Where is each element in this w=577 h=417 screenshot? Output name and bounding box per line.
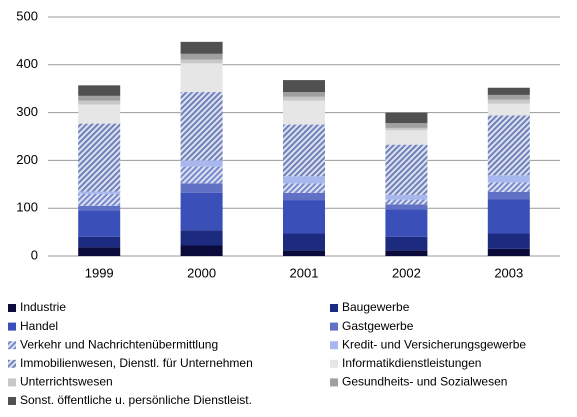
bar-segment bbox=[487, 248, 530, 256]
x-tick-label: 2000 bbox=[187, 265, 216, 280]
bar-segment bbox=[283, 80, 325, 93]
legend-label: Immobilienwesen, Dienstl. für Unternehme… bbox=[20, 356, 253, 370]
x-tick-label: 2002 bbox=[392, 265, 421, 280]
x-tick-label: 2001 bbox=[290, 265, 319, 280]
bar-segment bbox=[78, 104, 121, 124]
bar-segment bbox=[78, 236, 121, 248]
legend-swatch bbox=[330, 359, 338, 368]
y-tick-label: 0 bbox=[31, 247, 38, 262]
bar-segment bbox=[78, 123, 121, 192]
bar-segment bbox=[385, 209, 428, 237]
legend-swatch bbox=[8, 341, 16, 350]
bar-segment bbox=[385, 112, 428, 124]
bar-segment bbox=[180, 183, 223, 193]
bar-segment bbox=[180, 166, 223, 184]
bar-segment bbox=[487, 115, 530, 176]
legend-swatch bbox=[8, 322, 16, 331]
bar-segment bbox=[180, 160, 223, 167]
bar-segment bbox=[180, 92, 223, 161]
bar-segment bbox=[487, 182, 530, 192]
legend-label: Unterrichtswesen bbox=[20, 375, 113, 389]
bar-segment bbox=[487, 94, 530, 100]
bar-segment bbox=[487, 199, 530, 234]
legend-swatch bbox=[8, 397, 16, 405]
bar-segment bbox=[385, 144, 428, 195]
bar-segment bbox=[487, 99, 530, 104]
y-tick-label: 500 bbox=[16, 8, 38, 23]
x-tick-label: 1999 bbox=[85, 265, 114, 280]
bar-segment bbox=[283, 176, 325, 184]
bar-segment bbox=[283, 100, 325, 125]
bar-segment bbox=[180, 245, 223, 256]
bar-segment bbox=[487, 103, 530, 116]
y-tick-label: 100 bbox=[16, 200, 38, 215]
bar-segment bbox=[180, 63, 223, 93]
bar-segment bbox=[78, 205, 121, 211]
legend-label: Sonst. öffentliche u. persönliche Dienst… bbox=[20, 393, 252, 407]
bar-segment bbox=[78, 95, 121, 101]
bar-segment bbox=[78, 247, 121, 256]
bar-segment bbox=[283, 233, 325, 251]
bar-segment bbox=[487, 87, 530, 95]
bar-segment bbox=[487, 175, 530, 183]
legend-swatch bbox=[8, 304, 16, 312]
bar-segment bbox=[283, 250, 325, 256]
bar-segment bbox=[385, 130, 428, 145]
bar-segment bbox=[78, 193, 121, 206]
legend-label: Gesundheits- und Sozialwesen bbox=[342, 375, 507, 389]
legend-swatch bbox=[330, 304, 338, 312]
legend-label: Industrie bbox=[20, 300, 66, 314]
bar-segment bbox=[78, 85, 121, 96]
legend-label: Verkehr und Nachrichtenübermittlung bbox=[20, 337, 218, 351]
y-tick-label: 400 bbox=[16, 56, 38, 71]
legend-swatch bbox=[8, 378, 16, 387]
bar-segment bbox=[283, 92, 325, 97]
bar-segment bbox=[78, 100, 121, 105]
legend-swatch bbox=[330, 341, 338, 350]
bar-segment bbox=[487, 191, 530, 200]
x-tick-label: 2003 bbox=[494, 265, 523, 280]
bar-segment bbox=[487, 233, 530, 249]
legend-label: Informatikdienstleistungen bbox=[342, 356, 481, 370]
bar-segment bbox=[385, 204, 428, 210]
legend-label: Handel bbox=[20, 319, 58, 333]
bar-segment bbox=[180, 192, 223, 231]
bar-segment bbox=[385, 127, 428, 131]
bar-segment bbox=[180, 230, 223, 246]
bar-segment bbox=[283, 200, 325, 234]
bar-segment bbox=[78, 191, 121, 194]
bar-segment bbox=[385, 123, 428, 128]
legend-swatch bbox=[330, 378, 338, 387]
y-tick-label: 300 bbox=[16, 104, 38, 119]
legend-label: Baugewerbe bbox=[342, 300, 410, 314]
y-tick-label: 200 bbox=[16, 152, 38, 167]
bar-segment bbox=[385, 194, 428, 200]
bar-segment bbox=[180, 41, 223, 54]
bar-segment bbox=[385, 250, 428, 256]
bar-segment bbox=[283, 183, 325, 193]
bar-segment bbox=[385, 199, 428, 205]
bar-segment bbox=[283, 192, 325, 201]
legend-swatch bbox=[8, 359, 16, 368]
legend-swatch bbox=[330, 322, 338, 331]
legend-label: Kredit- und Versicherungsgewerbe bbox=[342, 337, 526, 351]
bar-segment bbox=[78, 210, 121, 237]
bar-segment bbox=[283, 124, 325, 177]
bar-segment bbox=[385, 236, 428, 251]
bar-segment bbox=[283, 96, 325, 101]
bar-segment bbox=[180, 59, 223, 64]
bar-segment bbox=[180, 53, 223, 60]
legend-label: Gastgewerbe bbox=[342, 319, 414, 333]
